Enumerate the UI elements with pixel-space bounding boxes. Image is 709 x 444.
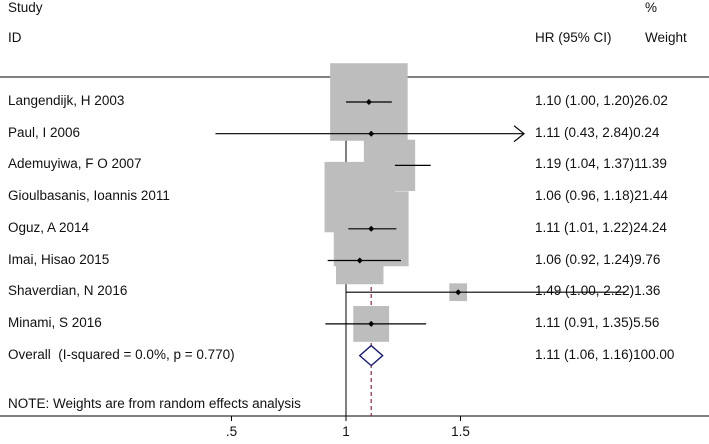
- study-row-estimate: 1.06 (0.96, 1.18)21.44: [535, 188, 668, 204]
- hr-header: HR (95% CI): [535, 30, 612, 45]
- weight-header: Weight: [645, 30, 687, 45]
- study-row-label: Minami, S 2016: [8, 314, 102, 330]
- note-text: NOTE: Weights are from random effects an…: [8, 396, 301, 411]
- x-tick-label: 1: [342, 424, 350, 439]
- overall-row-estimate: 1.11 (1.06, 1.16)100.00: [535, 346, 675, 362]
- study-row-label: Ademuyiwa, F O 2007: [8, 156, 142, 172]
- point-estimate: [368, 320, 375, 327]
- study-row-estimate: 1.10 (1.00, 1.20)26.02: [535, 93, 668, 108]
- study-header: Study: [8, 0, 43, 15]
- ci-arrow: [513, 125, 525, 143]
- id-header: ID: [8, 30, 22, 45]
- point-estimate: [365, 99, 372, 105]
- percent-header: %: [645, 0, 658, 15]
- study-row-label: Paul, I 2006: [8, 124, 81, 140]
- study-row-label: Gioulbasanis, Ioannis 2011: [8, 188, 170, 204]
- study-row-label: Langendijk, H 2003: [8, 93, 125, 108]
- study-row-estimate: 1.11 (0.43, 2.84)0.24: [535, 124, 660, 140]
- point-estimate: [368, 225, 375, 232]
- point-estimate: [368, 130, 375, 137]
- overall-row-label: Overall (I-squared = 0.0%, p = 0.770): [8, 346, 235, 362]
- overall-diamond: [358, 344, 384, 367]
- study-row-estimate: 1.06 (0.92, 1.24)9.76: [535, 251, 661, 267]
- study-row-label: Imai, Hisao 2015: [8, 251, 110, 267]
- study-row-estimate: 1.11 (1.01, 1.22)24.24: [535, 219, 667, 235]
- point-estimate: [356, 257, 363, 264]
- study-row-label: Oguz, A 2014: [8, 219, 90, 235]
- x-tick-label: 1.5: [451, 424, 470, 439]
- study-row-estimate: 1.19 (1.04, 1.37)11.39: [535, 156, 667, 172]
- study-row-estimate: 1.49 (1.00, 2.22)1.36: [535, 283, 661, 299]
- x-tick-label: .5: [226, 424, 237, 439]
- study-row-estimate: 1.11 (0.91, 1.35)5.56: [535, 314, 660, 330]
- study-row-label: Shaverdian, N 2016: [8, 283, 128, 299]
- point-estimate: [455, 289, 462, 296]
